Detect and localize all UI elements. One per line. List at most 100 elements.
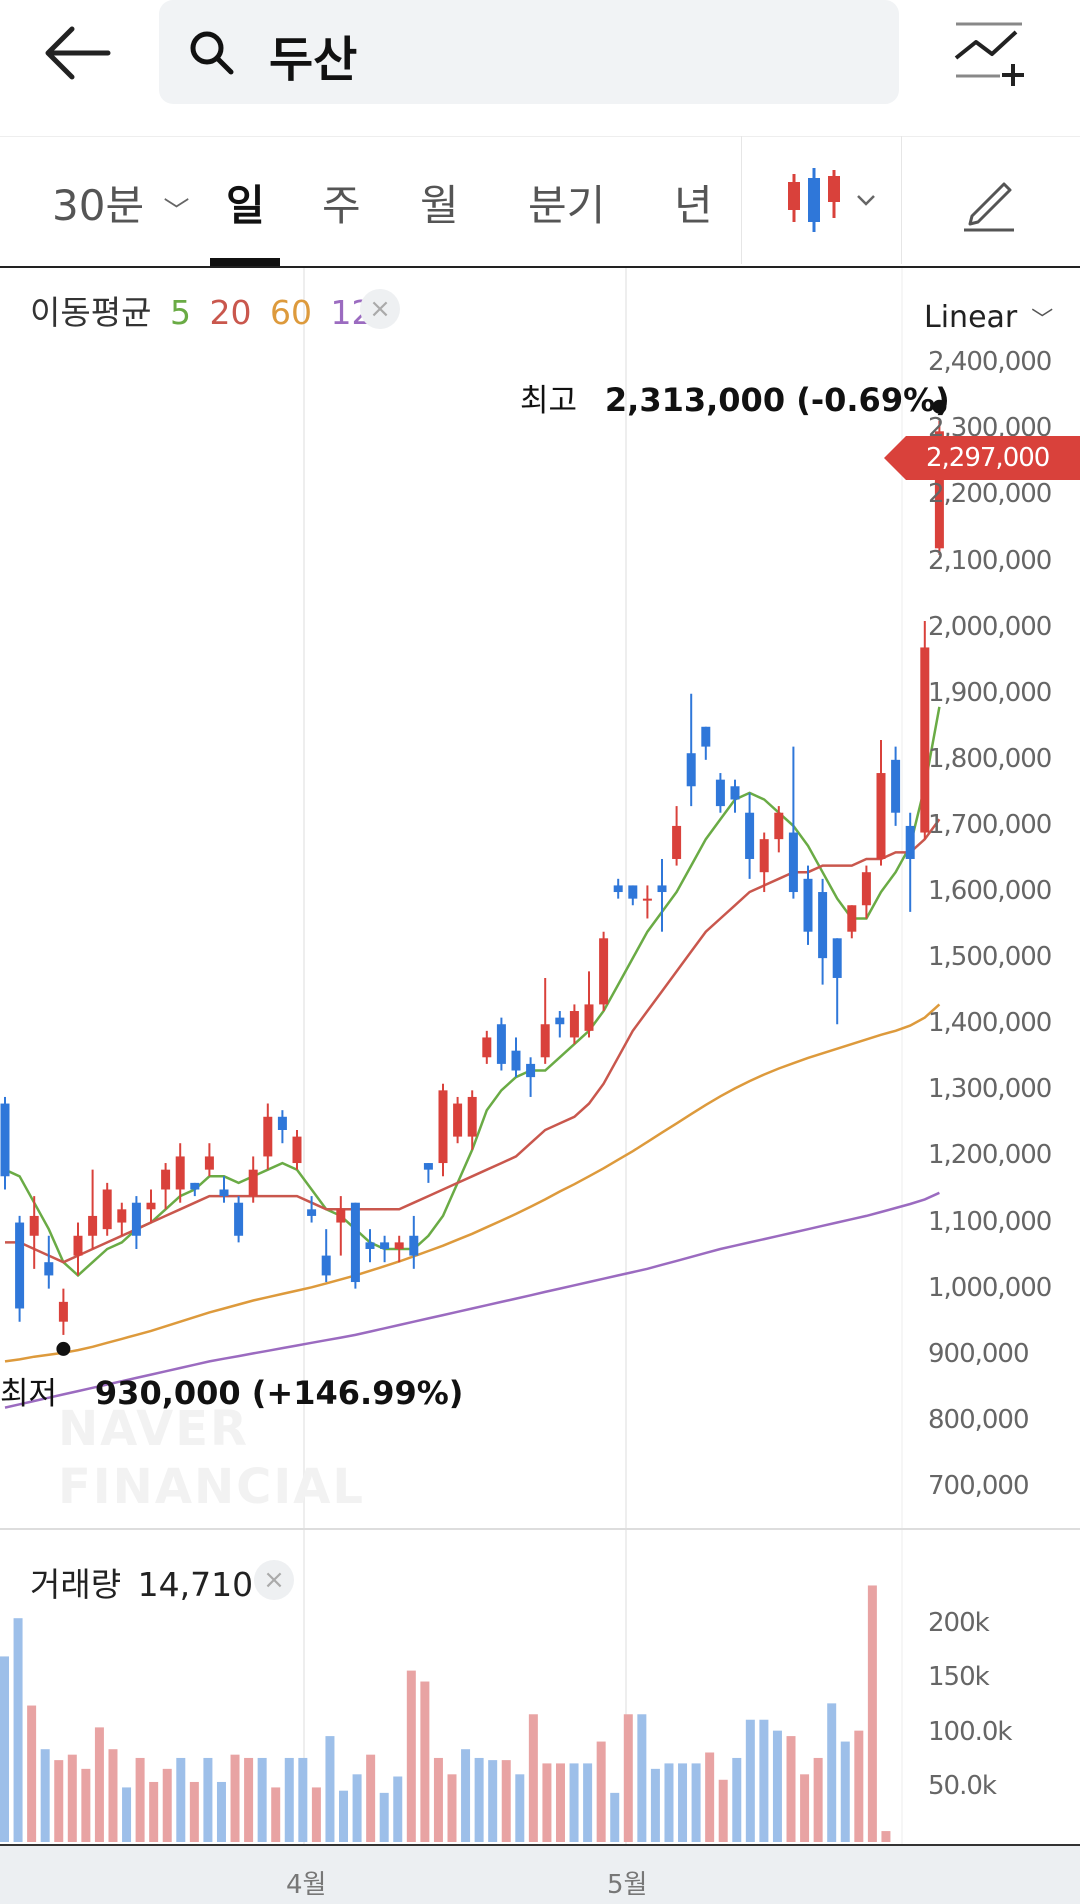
arrow-left-icon	[45, 26, 111, 80]
volume-bar	[162, 1768, 172, 1842]
candle-body	[613, 885, 623, 893]
tab-quarter[interactable]: 분기	[528, 181, 606, 230]
volume-bar	[827, 1703, 837, 1842]
y-tick-label: 700,000	[928, 1470, 1030, 1501]
candle-body	[934, 431, 944, 549]
y-tick-label: 1,100,000	[928, 1206, 1052, 1237]
candle-body	[277, 1116, 287, 1130]
volume-bar	[433, 1757, 443, 1842]
volume-bar	[854, 1730, 864, 1842]
candle-body	[0, 1103, 10, 1177]
candle-body	[131, 1202, 141, 1236]
current-price: 2,297,000	[926, 443, 1050, 473]
chevron-down-icon: ﹀	[1031, 308, 1054, 333]
volume-bar	[27, 1705, 37, 1842]
candle-body	[657, 885, 667, 893]
interval-label: 30분	[52, 181, 145, 230]
remove-indicator-button[interactable]: ×	[360, 289, 400, 329]
volume-bar	[257, 1757, 267, 1842]
candle-body	[467, 1096, 477, 1137]
candle-body	[292, 1136, 302, 1164]
ma-line-20	[5, 818, 941, 1264]
search-query[interactable]: 두산	[269, 32, 358, 88]
candle-body	[380, 1242, 390, 1249]
volume-bar	[583, 1763, 593, 1842]
search-icon	[190, 31, 234, 75]
candle-body	[672, 825, 682, 859]
volume-bar	[732, 1757, 742, 1842]
candle-body	[642, 898, 652, 901]
volume-bar	[650, 1768, 660, 1842]
edit-button[interactable]	[960, 172, 1020, 232]
y-tick-label: 1,200,000	[928, 1140, 1052, 1171]
candle-body	[555, 1017, 565, 1025]
candle-body	[190, 1182, 200, 1190]
tab-year[interactable]: 년	[674, 181, 713, 230]
candle-body	[350, 1202, 360, 1283]
candle-body	[701, 726, 711, 747]
x-axis[interactable]: 4월 5월	[0, 1844, 1080, 1904]
y-tick-label: 2,000,000	[928, 611, 1052, 642]
y-tick-label: 2,400,000	[928, 347, 1052, 378]
scale-label: Linear	[924, 300, 1018, 335]
scale-dropdown[interactable]: Linear ﹀	[924, 300, 1053, 335]
candle-body	[73, 1235, 83, 1256]
candle-body	[409, 1235, 419, 1256]
volume-bar	[108, 1749, 118, 1842]
volume-bar	[813, 1757, 823, 1842]
volume-bar	[393, 1776, 403, 1842]
compare-chart-button[interactable]	[950, 20, 1030, 90]
candle-body	[58, 1301, 68, 1322]
tab-day[interactable]: 일	[226, 181, 265, 230]
volume-bar	[528, 1714, 538, 1842]
candle-body	[29, 1215, 39, 1236]
candle-body	[15, 1222, 25, 1309]
chart-type-button[interactable]	[782, 166, 882, 236]
volume-value: 14,710	[137, 1565, 254, 1604]
candle-body	[321, 1255, 331, 1276]
remove-volume-button[interactable]: ×	[254, 1560, 294, 1600]
candle-body	[730, 786, 740, 800]
tab-month[interactable]: 월	[420, 181, 459, 230]
candle-body	[219, 1189, 229, 1197]
interval-dropdown[interactable]: 30분 ﹀	[52, 172, 189, 233]
back-button[interactable]	[40, 18, 120, 88]
tab-week[interactable]: 주	[322, 181, 361, 230]
y-tick-label: 1,400,000	[928, 1008, 1052, 1039]
low-marker	[56, 1341, 71, 1356]
candle-body	[803, 878, 813, 932]
candle-body	[102, 1189, 112, 1230]
candle-body	[511, 1050, 521, 1071]
volume-legend: 거래량 14,710	[30, 1558, 253, 1606]
candle-body	[336, 1209, 346, 1223]
search-bar[interactable]: 두산	[159, 0, 899, 104]
volume-bar	[0, 1656, 9, 1842]
candlestick-icon	[788, 168, 875, 232]
volume-bar	[352, 1774, 362, 1842]
volume-bar	[298, 1757, 308, 1842]
candle-body	[759, 839, 769, 873]
volume-bar	[705, 1752, 715, 1842]
volume-bar	[149, 1781, 159, 1842]
volume-bar	[244, 1757, 254, 1842]
candle-body	[394, 1242, 404, 1249]
y-tick-label: 1,500,000	[928, 942, 1052, 973]
volume-bar	[637, 1714, 647, 1842]
candle-body	[628, 885, 638, 899]
volume-bar	[189, 1781, 199, 1842]
volume-bar	[461, 1749, 471, 1842]
volume-bar	[678, 1763, 688, 1842]
candle-body	[204, 1156, 214, 1170]
ma-line-120	[4, 1191, 940, 1409]
volume-bar	[786, 1736, 796, 1842]
chart-compare-add-icon	[954, 22, 1024, 86]
moving-average-legend: 이동평균 5 20 60 120	[30, 286, 393, 334]
volume-bar	[610, 1792, 620, 1842]
candle-body	[861, 872, 871, 906]
candle-body	[891, 759, 901, 813]
volume-bar	[216, 1781, 226, 1842]
volume-bar	[501, 1760, 511, 1842]
candle-body	[788, 832, 798, 893]
y-tick-label: 1,700,000	[928, 809, 1052, 840]
